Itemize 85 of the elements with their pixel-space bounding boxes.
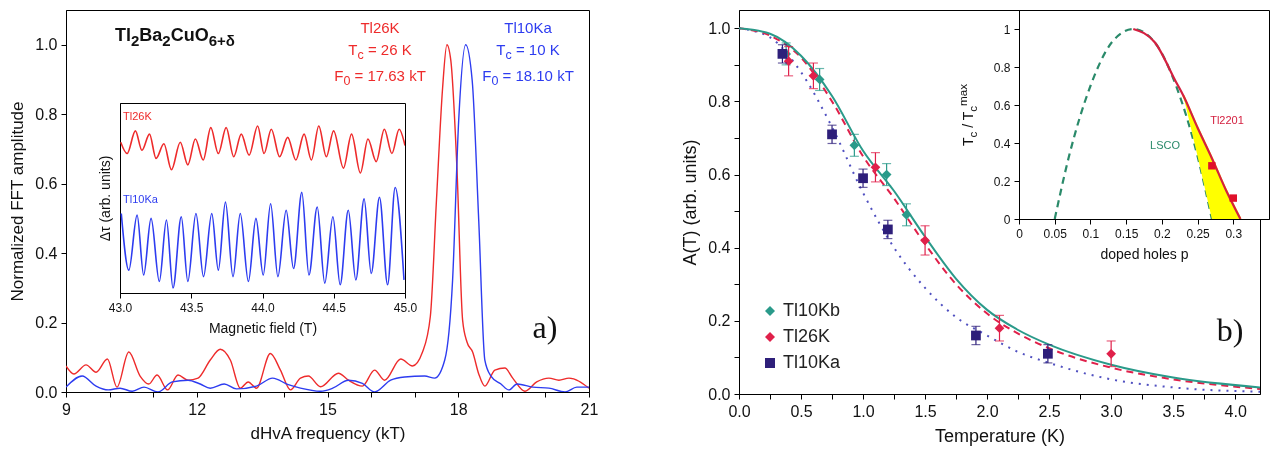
point: [814, 74, 825, 85]
y-tick-label: 0.0: [708, 385, 731, 403]
legend-label: Tl10Ka: [783, 352, 842, 372]
annotation: F$_{0}$ = 18.10 kT: [482, 67, 574, 89]
x-tick-label: 21: [580, 400, 599, 418]
x-tick-label: 15: [319, 400, 337, 418]
y-tick-label: 0.6: [35, 175, 58, 193]
x-tick-label: 0: [1016, 226, 1024, 241]
y-axis-title: A(T) (arb. units): [680, 139, 701, 266]
annotation: T$_{c}$ = 26 K: [348, 41, 412, 63]
x-axis-title: Temperature (K): [934, 425, 1066, 446]
x-tick-label: 44.5: [322, 300, 347, 315]
x-tick-label: 0.2: [1154, 226, 1172, 241]
x-tick-label: 0.0: [728, 402, 751, 420]
x-tick-label: 0.1: [1082, 226, 1100, 241]
y-tick-label: 1: [1003, 22, 1011, 37]
y-tick-label: 0.4: [35, 244, 58, 262]
y-tick-label: 0.4: [993, 136, 1011, 151]
point: [882, 224, 893, 235]
annotation: F$_{0}$ = 17.63 kT: [334, 67, 426, 89]
point: [783, 56, 794, 67]
point: [994, 323, 1005, 334]
y-tick-label: 0: [1003, 212, 1011, 227]
point: [777, 49, 788, 59]
x-tick-label: 12: [188, 400, 207, 418]
y-axis-title: Δτ (arb. units): [96, 155, 113, 242]
x-tick-label: 0.5: [790, 402, 813, 420]
point: [901, 209, 912, 220]
y-tick-label: 0.2: [35, 314, 58, 332]
x-tick-label: 4.0: [1224, 402, 1247, 420]
series-label: LSCO: [1150, 138, 1180, 151]
y-tick-label: 0.8: [708, 92, 731, 110]
point: [971, 330, 981, 341]
x-tick-label: 43.0: [108, 300, 133, 315]
series-label: Tl2201: [1210, 113, 1244, 126]
x-axis-title: dHvA frequency (kT): [250, 423, 406, 443]
point: [920, 235, 930, 246]
x-tick-label: 3.0: [1100, 402, 1123, 420]
x-tick-label: 9: [62, 400, 72, 418]
y-axis-title: Normalized FFT amplitude: [8, 101, 28, 302]
x-tick-label: 0.15: [1114, 226, 1139, 241]
x-tick-label: 2.5: [1038, 402, 1061, 420]
text: Tl10Ka: [504, 18, 552, 36]
legend-label: Tl10Kb: [783, 300, 841, 320]
point: [858, 173, 868, 184]
y-tick-label: 0.4: [708, 239, 731, 257]
y-tick-label: 0.6: [708, 166, 731, 184]
annotation: T$_{c}$ = 10 K: [496, 41, 560, 63]
point: [827, 129, 837, 140]
y-tick-label: 0.2: [993, 174, 1011, 189]
x-tick-label: 45.0: [393, 300, 418, 315]
x-tick-label: 44.0: [251, 300, 275, 315]
line-series: [1132, 27, 1242, 219]
x-tick-label: 0.3: [1225, 226, 1243, 241]
y-tick-label: 0.2: [708, 312, 731, 330]
point: [808, 70, 819, 81]
point: [881, 169, 892, 180]
x-tick-label: 18: [449, 400, 468, 418]
point: [870, 162, 881, 173]
point: [1043, 348, 1053, 359]
y-tick-label: 1.0: [708, 19, 731, 37]
x-tick-label: 43.5: [180, 300, 204, 315]
x-tick-label: 1.5: [914, 402, 937, 420]
x-axis-title: Magnetic field (T): [208, 319, 318, 336]
x-tick-label: 3.5: [1162, 402, 1185, 420]
x-tick-label: 2.0: [976, 402, 999, 420]
y-tick-label: 1.0: [35, 36, 58, 54]
annotation: a): [532, 309, 558, 345]
y-tick-label: 0.6: [993, 98, 1011, 113]
point: [1106, 348, 1117, 359]
series-label: Tl26K: [123, 109, 152, 122]
x-tick-label: 0.05: [1043, 226, 1068, 241]
annotation: b): [1216, 312, 1244, 348]
point: [849, 140, 860, 151]
series-label: Tl10Ka: [123, 192, 158, 205]
x-tick-label: 1.0: [852, 402, 875, 420]
x-axis-title: doped holes p: [1100, 245, 1189, 262]
legend-label: Tl26K: [783, 326, 831, 346]
x-tick-label: 0.25: [1186, 226, 1211, 241]
y-tick-label: 0.8: [993, 60, 1011, 75]
y-tick-label: 0.0: [35, 383, 58, 401]
line-series: [66, 44, 589, 392]
y-tick-label: 0.8: [35, 105, 58, 123]
annotation: Tl$_{2}$Ba$_{2}$CuO$_{6+δ}$: [115, 25, 235, 49]
text: Tl26K: [360, 18, 400, 36]
